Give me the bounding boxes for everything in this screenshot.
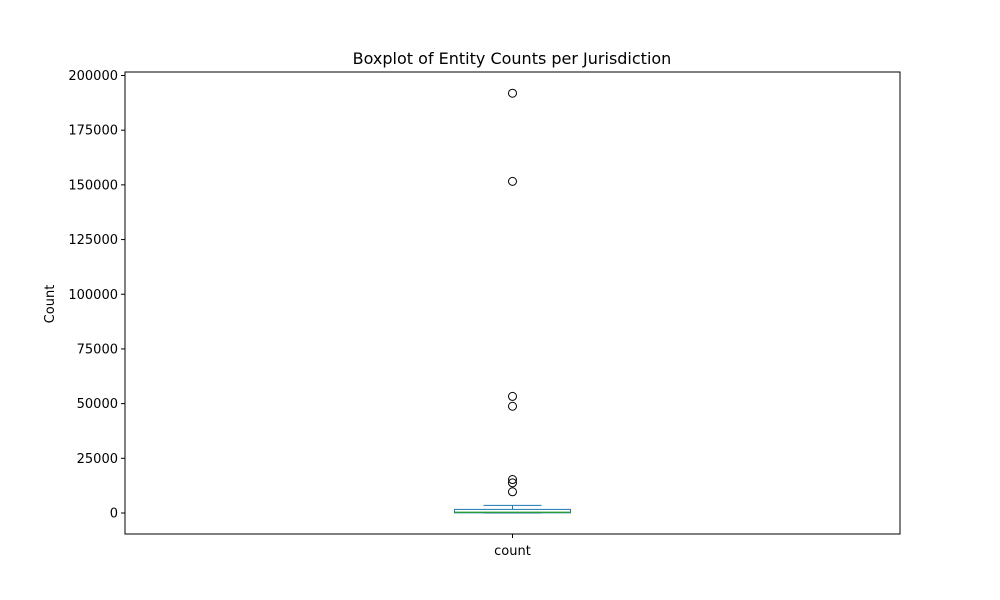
y-tick-label: 25000 bbox=[77, 452, 118, 467]
y-tick-label: 75000 bbox=[77, 342, 118, 357]
plot-area-frame bbox=[124, 71, 901, 535]
y-tick-label: 125000 bbox=[68, 233, 118, 248]
outlier-point bbox=[508, 401, 517, 411]
outlier-point bbox=[508, 176, 517, 186]
outlier-point bbox=[508, 487, 517, 497]
outlier-point bbox=[508, 391, 517, 401]
outlier-point bbox=[508, 478, 517, 488]
outlier-point bbox=[508, 475, 517, 485]
outlier-point bbox=[508, 88, 517, 98]
box-plot-marks bbox=[454, 88, 571, 514]
y-tick-label: 50000 bbox=[77, 397, 118, 412]
y-axis-label: Count bbox=[43, 285, 58, 324]
chart-title: Boxplot of Entity Counts per Jurisdictio… bbox=[353, 49, 672, 68]
y-axis-ticks: 0 25000 50000 75000 100000 125000 150000 175000… bbox=[68, 69, 125, 522]
y-tick-label: 150000 bbox=[68, 178, 118, 193]
y-tick-label: 175000 bbox=[68, 124, 118, 139]
y-tick-label: 0 bbox=[110, 507, 118, 522]
y-tick-label: 100000 bbox=[68, 288, 118, 303]
y-tick-label: 200000 bbox=[68, 69, 118, 84]
x-tick-label: count bbox=[494, 544, 531, 559]
x-axis-ticks: count bbox=[494, 534, 531, 559]
